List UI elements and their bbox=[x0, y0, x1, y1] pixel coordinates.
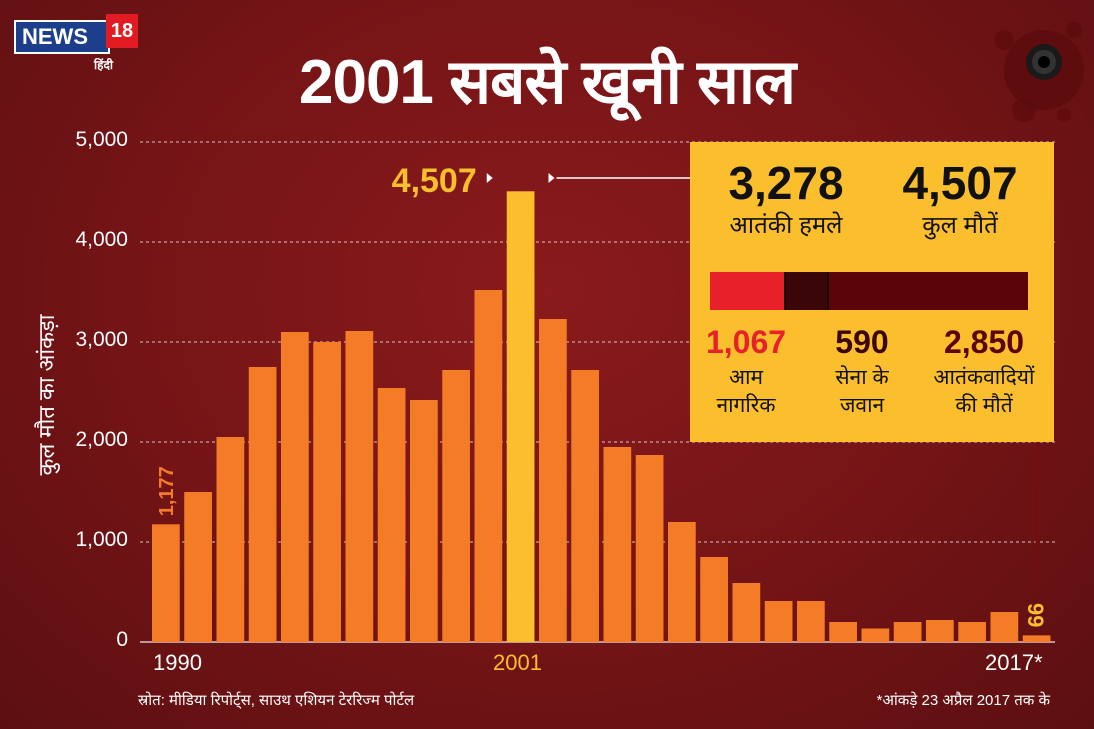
bar-2002 bbox=[539, 319, 567, 642]
bar-2007 bbox=[700, 557, 728, 642]
civilians-label-line2: नागरिक bbox=[716, 394, 776, 417]
civilians-value: 1,067 bbox=[705, 324, 787, 360]
attacks-label: आतंकी हमले bbox=[729, 212, 843, 239]
bar-1997 bbox=[377, 388, 406, 642]
y-tick-2000: 2,000 bbox=[75, 428, 128, 451]
bar-1991 bbox=[184, 492, 212, 642]
bar-2015 bbox=[958, 622, 986, 642]
bar-1994 bbox=[281, 332, 309, 642]
data-label-highlight: 4,507 bbox=[392, 162, 477, 200]
news18-logo: NEWS 18 हिंदी bbox=[14, 14, 138, 72]
data-label-first: 1,177 bbox=[156, 466, 178, 516]
data-label-last: 66 bbox=[1024, 603, 1049, 627]
bar-2017 bbox=[1022, 635, 1051, 642]
arrow-right-icon bbox=[548, 173, 555, 183]
bar-2011 bbox=[829, 622, 857, 642]
militants-value: 2,850 bbox=[943, 324, 1025, 360]
militants-label-line2: की मौतें bbox=[955, 394, 1013, 417]
logo-brand: NEWS bbox=[14, 20, 110, 54]
bar-2005 bbox=[635, 455, 664, 642]
y-tick-5000: 5,000 bbox=[75, 128, 128, 151]
bar-1990 bbox=[152, 524, 180, 642]
bar-2000 bbox=[474, 290, 503, 642]
logo-sub: हिंदी bbox=[94, 58, 113, 72]
arrow-right-icon bbox=[486, 173, 493, 183]
soldiers-label: सेना के जवान bbox=[802, 364, 922, 420]
civilians-label-line1: आम bbox=[728, 366, 764, 389]
bar-2010 bbox=[797, 601, 825, 642]
bar-2004 bbox=[603, 447, 632, 642]
militants-segment bbox=[827, 272, 1029, 310]
soldiers-label-line1: सेना के bbox=[835, 366, 889, 389]
civilians-segment bbox=[710, 272, 785, 310]
y-tick-0: 0 bbox=[116, 628, 128, 651]
source-note: स्रोत: मीडिया रिपोर्ट्स, साउथ एशियन टेरर… bbox=[138, 692, 415, 709]
x-tick-last: 2017* bbox=[985, 650, 1043, 675]
civilians-label: आम नागरिक bbox=[686, 364, 806, 420]
bar-1993 bbox=[248, 367, 277, 642]
bullet-hole-icon bbox=[994, 22, 1084, 122]
militants-label: आतंकवादियों की मौतें bbox=[924, 364, 1044, 420]
x-tick-first: 1990 bbox=[153, 650, 202, 675]
bar-2014 bbox=[926, 620, 954, 642]
bar-2016 bbox=[990, 612, 1019, 642]
bar-2012 bbox=[861, 628, 890, 642]
attacks-value: 3,278 bbox=[728, 157, 844, 209]
bar-2008 bbox=[732, 583, 761, 642]
x-tick-highlight: 2001 bbox=[493, 650, 542, 675]
bar-2003 bbox=[571, 370, 599, 642]
soldiers-label-line2: जवान bbox=[839, 394, 885, 417]
total-deaths-label: कुल मौतें bbox=[922, 212, 998, 239]
bar-2006 bbox=[668, 522, 696, 642]
bar-1992 bbox=[216, 437, 245, 642]
y-tick-4000: 4,000 bbox=[75, 228, 128, 251]
bar-1995 bbox=[313, 342, 341, 642]
soldiers-segment bbox=[784, 272, 828, 310]
stats-callout: 3,278 आतंकी हमले 4,507 कुल मौतें 1,067 आ… bbox=[690, 142, 1054, 442]
bar-1998 bbox=[410, 400, 438, 642]
bar-2013 bbox=[893, 622, 922, 642]
logo-number: 18 bbox=[106, 14, 138, 48]
page-title: 2001 सबसे खूनी साल bbox=[298, 48, 796, 117]
bar-2001 bbox=[506, 191, 535, 643]
soldiers-value: 590 bbox=[835, 324, 889, 360]
y-tick-3000: 3,000 bbox=[75, 328, 128, 351]
deaths-breakdown-bar bbox=[710, 272, 1029, 310]
total-deaths-value: 4,507 bbox=[902, 157, 1018, 209]
y-tick-1000: 1,000 bbox=[75, 528, 128, 551]
militants-label-line1: आतंकवादियों bbox=[933, 366, 1035, 389]
bar-2009 bbox=[764, 601, 793, 642]
bar-1996 bbox=[345, 331, 374, 642]
bar-1999 bbox=[442, 370, 470, 642]
footnote: *आंकड़े 23 अप्रैल 2017 तक के bbox=[876, 692, 1050, 709]
